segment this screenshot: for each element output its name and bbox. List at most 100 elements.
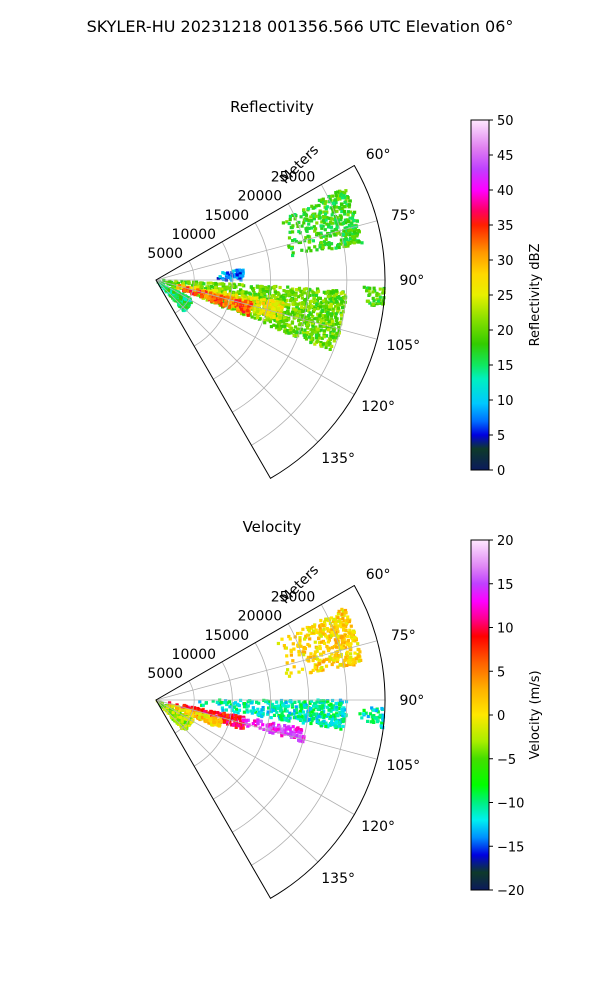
echo-bin xyxy=(316,669,320,673)
echo-bin xyxy=(198,700,202,704)
echo-bin xyxy=(287,312,291,316)
echo-bin xyxy=(323,314,328,318)
echo-bin xyxy=(372,708,376,712)
echo-bin xyxy=(319,629,323,633)
echo-bin xyxy=(332,645,336,649)
echo-bin xyxy=(318,632,322,636)
echo-bin xyxy=(326,328,331,332)
echo-bin xyxy=(235,295,239,299)
echo-bin xyxy=(326,699,330,703)
echo-bin xyxy=(328,708,332,712)
echo-bin xyxy=(311,310,316,314)
colorbar-tick-label: 35 xyxy=(497,219,514,234)
echo-bin xyxy=(252,306,256,310)
echo-bin xyxy=(304,305,308,309)
echo-bin xyxy=(255,296,259,300)
echo-bin xyxy=(321,715,325,719)
echo-bin xyxy=(310,219,314,223)
echo-bin xyxy=(342,708,347,712)
echo-bin xyxy=(297,309,302,314)
echo-bin xyxy=(196,288,200,292)
echo-bin xyxy=(228,699,232,704)
echo-bin xyxy=(330,217,334,221)
echo-bin xyxy=(277,321,281,325)
echo-bin xyxy=(319,668,323,673)
echo-bin xyxy=(239,719,243,723)
echo-bin xyxy=(180,279,184,284)
echo-bin xyxy=(289,653,293,657)
echo-bin xyxy=(297,286,302,290)
echo-bin xyxy=(314,293,318,297)
echo-bin xyxy=(207,297,211,301)
echo-bin xyxy=(287,331,291,335)
echo-bin xyxy=(171,292,175,296)
echo-bin xyxy=(290,733,294,737)
echo-bin xyxy=(344,189,348,193)
echo-bin xyxy=(288,716,292,720)
echo-bin xyxy=(334,193,338,198)
echo-bin xyxy=(301,309,305,313)
angular-tick-label: 120° xyxy=(361,399,395,415)
echo-bin xyxy=(296,302,300,306)
echo-bin xyxy=(326,294,330,299)
echo-bin xyxy=(271,299,275,303)
echo-bin xyxy=(335,225,339,229)
echo-bin xyxy=(341,623,345,627)
echo-bin xyxy=(372,286,376,290)
echo-bin xyxy=(182,288,187,292)
echo-bin xyxy=(287,719,291,723)
echo-bin xyxy=(284,302,288,306)
echo-bin xyxy=(207,716,211,721)
echo-bin xyxy=(170,715,174,720)
echo-bin xyxy=(340,203,344,207)
echo-bin xyxy=(322,210,326,214)
echo-bin xyxy=(266,305,270,309)
echo-bin xyxy=(333,228,337,232)
echo-bin xyxy=(333,294,337,298)
echo-bin xyxy=(342,240,346,244)
echo-bin xyxy=(288,727,292,731)
echo-bin xyxy=(282,295,286,300)
echo-bin xyxy=(375,297,379,301)
echo-bin xyxy=(341,232,346,236)
echo-bin xyxy=(336,654,340,658)
echo-bin xyxy=(313,702,317,706)
echo-bin xyxy=(284,671,289,675)
echo-bin xyxy=(231,304,235,308)
echo-bin xyxy=(336,194,340,198)
echo-bin xyxy=(339,636,343,640)
echo-bin xyxy=(321,624,325,628)
echo-bin xyxy=(324,200,328,204)
echo-bin xyxy=(245,300,250,304)
echo-bin xyxy=(292,732,296,736)
echo-bin xyxy=(341,724,345,728)
echo-bin xyxy=(252,312,257,316)
echo-bin xyxy=(325,222,329,226)
colorbar-tick-label: −10 xyxy=(497,797,524,812)
echo-bin xyxy=(294,302,298,306)
echo-bin xyxy=(325,205,329,209)
echo-bin xyxy=(331,319,335,323)
echo-bin xyxy=(326,225,331,229)
echo-bin xyxy=(336,190,340,194)
echo-bin xyxy=(217,300,221,304)
echo-bin xyxy=(294,239,298,244)
echo-bin xyxy=(183,721,188,725)
echo-bin xyxy=(335,216,339,220)
echo-bin xyxy=(285,654,289,658)
echo-bin xyxy=(221,715,226,719)
echo-bin xyxy=(307,246,311,250)
echo-bin xyxy=(341,296,345,300)
echo-bin xyxy=(371,296,375,300)
echo-bin xyxy=(334,221,338,225)
echo-bin xyxy=(328,723,332,727)
echo-bin xyxy=(345,618,349,622)
echo-bin xyxy=(325,657,329,661)
echo-bin xyxy=(328,194,332,198)
echo-bin xyxy=(299,322,303,326)
echo-bin xyxy=(319,328,323,332)
echo-bin xyxy=(278,315,282,319)
echo-bin xyxy=(335,659,339,663)
echo-bin xyxy=(283,732,287,736)
